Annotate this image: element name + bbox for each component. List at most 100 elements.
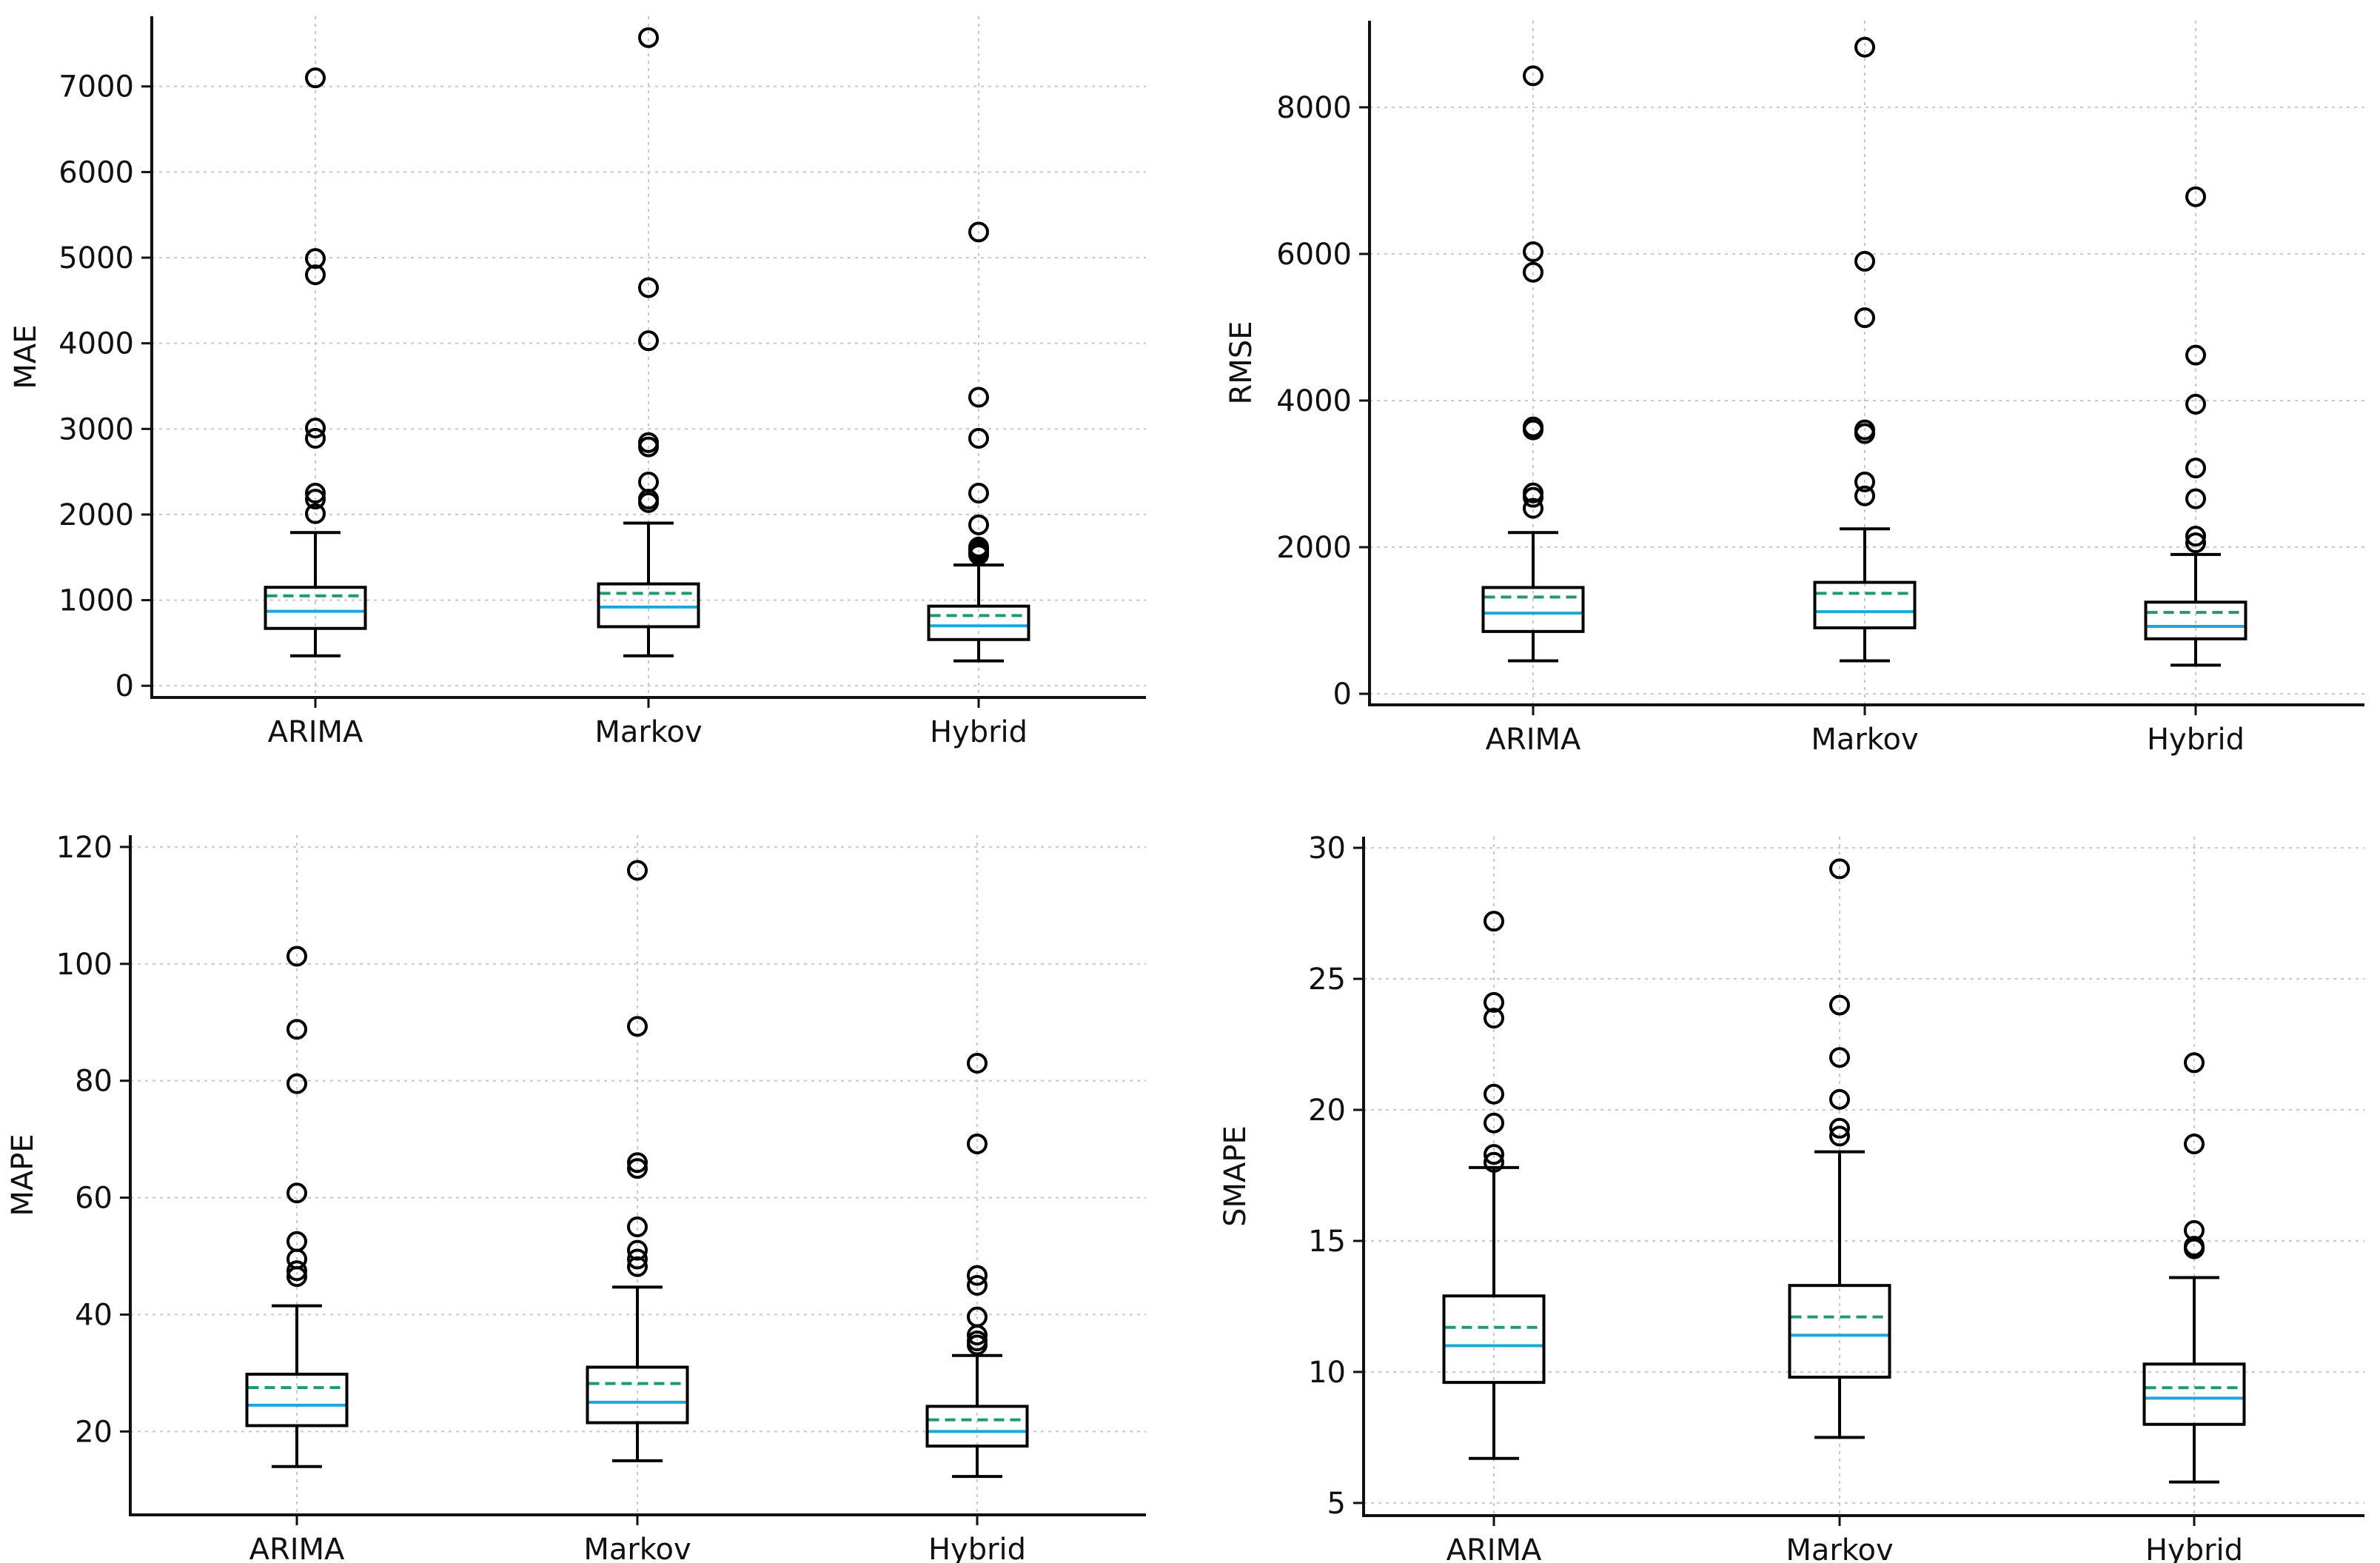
smape-arima-outlier-6: [1484, 911, 1504, 932]
rmse-markov-outlier-4: [1854, 307, 1875, 329]
smape-x-tick-label-arima: ARIMA: [1447, 1533, 1542, 1563]
mae-y-tick-label-4: 4000: [58, 327, 134, 361]
smape-markov-box: [1788, 1284, 1891, 1379]
mae-markov-outlier-7: [638, 27, 659, 48]
rmse-y-axis-label: RMSE: [1224, 321, 1258, 405]
panel-mape: 20 40 60 80 100 120 ARIMA Markov Hybrid MAPE: [6, 831, 1146, 1563]
mae-arima-outlier-0: [305, 503, 326, 524]
rmse-arima-outlier-6: [1523, 241, 1543, 262]
rmse-arima-outlier-7: [1523, 65, 1543, 87]
smape-arima-outlier-4: [1484, 1008, 1504, 1029]
rmse-hybrid-outlier-4: [2185, 393, 2206, 415]
rmse-hybrid-outlier-3: [2185, 458, 2206, 479]
mape-arima-outlier-3: [286, 1231, 307, 1252]
mape-hybrid-outlier-3: [967, 1306, 988, 1328]
mae-y-tick-label-5: 5000: [58, 241, 134, 275]
mape-markov-box: [586, 1365, 689, 1425]
mae-y-tick-label-0: 0: [115, 669, 134, 703]
mae-arima-outlier-2: [305, 483, 326, 504]
mae-markov-outlier-6: [638, 277, 659, 298]
smape-hybrid-outlier-2: [2184, 1219, 2205, 1241]
mae-arima-outlier-6: [305, 248, 326, 270]
smape-y-tick-label-1: 10: [1308, 1356, 1346, 1390]
mape-y-axis-label: MAPE: [6, 1134, 40, 1216]
mape-markov-outlier-2: [627, 1239, 648, 1261]
smape-arima-box: [1442, 1294, 1546, 1385]
mae-hybrid-outlier-7: [968, 386, 989, 408]
mae-y-tick-label-2: 2000: [58, 498, 134, 532]
rmse-y-tick-label-4: 8000: [1276, 91, 1352, 125]
smape-y-tick-label-4: 25: [1308, 963, 1346, 997]
mape-y-tick-label-4: 100: [56, 948, 113, 982]
rmse-hybrid-outlier-0: [2185, 532, 2206, 554]
mape-y-tick-label-0: 20: [75, 1415, 113, 1449]
mae-y-tick-label-7: 7000: [58, 70, 134, 104]
mae-arima-outlier-1: [305, 489, 326, 510]
smape-y-tick-label-2: 15: [1308, 1225, 1346, 1259]
panel-mae: 0 1000 2000 3000 4000 5000 6000 7000 ARIMA Markov…: [9, 16, 1146, 749]
mae-hybrid-outlier-3: [968, 536, 989, 558]
mae-arima-outlier-7: [305, 67, 326, 89]
smape-markov-outlier-5: [1829, 858, 1850, 880]
mape-hybrid-outlier-5: [967, 1265, 988, 1286]
rmse-markov-box: [1813, 580, 1917, 629]
rmse-hybrid-outlier-6: [2185, 186, 2206, 207]
mae-arima-outlier-3: [305, 428, 326, 449]
mape-y-tick-label-2: 60: [75, 1182, 113, 1216]
rmse-hybrid-outlier-5: [2185, 344, 2206, 366]
smape-markov-outlier-2: [1829, 1088, 1850, 1110]
smape-markov-outlier-4: [1829, 994, 1850, 1016]
mae-markov-outlier-2: [638, 471, 659, 492]
mape-arima-outlier-1: [286, 1260, 307, 1282]
rmse-markov-outlier-3: [1854, 419, 1875, 441]
smape-arima-outlier-0: [1484, 1151, 1504, 1173]
mae-arima-outlier-4: [305, 418, 326, 439]
mae-x-tick-label-arima: ARIMA: [268, 715, 363, 749]
mape-arima-box: [245, 1373, 349, 1428]
rmse-arima-outlier-2: [1523, 482, 1543, 503]
mae-y-tick-label-1: 1000: [58, 584, 134, 618]
smape-hybrid-outlier-3: [2184, 1134, 2205, 1155]
mae-hybrid-outlier-4: [968, 514, 989, 535]
rmse-y-tick-label-3: 6000: [1276, 238, 1352, 272]
smape-y-tick-label-5: 30: [1308, 831, 1346, 866]
mae-markov-outlier-4: [638, 432, 659, 453]
rmse-arima-outlier-4: [1523, 416, 1543, 438]
smape-y-tick-label-0: 5: [1327, 1487, 1346, 1521]
mae-hybrid-outlier-6: [968, 428, 989, 449]
smape-x-tick-label-markov: Markov: [1786, 1533, 1893, 1563]
rmse-y-tick-label-0: 0: [1333, 677, 1352, 712]
mape-markov-outlier-5: [627, 1152, 648, 1174]
mape-markov-outlier-7: [627, 860, 648, 881]
rmse-arima-box: [1481, 586, 1585, 633]
mae-y-tick-label-3: 3000: [58, 412, 134, 446]
smape-arima-outlier-1: [1484, 1144, 1504, 1165]
smape-arima-outlier-5: [1484, 991, 1504, 1013]
mape-hybrid-outlier-4: [967, 1275, 988, 1296]
smape-arima-outlier-3: [1484, 1083, 1504, 1105]
mape-x-tick-label-hybrid: Hybrid: [928, 1533, 1026, 1563]
rmse-markov-outlier-1: [1854, 471, 1875, 492]
mape-y-tick-label-1: 40: [75, 1298, 113, 1332]
mae-x-tick-label-hybrid: Hybrid: [930, 715, 1028, 749]
mae-y-axis-label: MAE: [9, 324, 43, 389]
mape-y-tick-label-5: 120: [56, 831, 113, 865]
smape-markov-outlier-1: [1829, 1117, 1850, 1139]
mape-arima-outlier-7: [286, 946, 307, 967]
mae-y-tick-label-6: 6000: [58, 155, 134, 190]
rmse-x-tick-label-hybrid: Hybrid: [2147, 723, 2245, 757]
rmse-arima-outlier-0: [1523, 498, 1543, 519]
smape-hybrid-outlier-4: [2184, 1052, 2205, 1074]
mae-arima-outlier-5: [305, 264, 326, 286]
mae-markov-box: [597, 582, 700, 629]
mape-markov-outlier-3: [627, 1216, 648, 1238]
rmse-y-tick-label-2: 4000: [1276, 384, 1352, 418]
smape-y-tick-label-3: 20: [1308, 1094, 1346, 1128]
rmse-x-tick-label-arima: ARIMA: [1486, 723, 1581, 757]
rmse-markov-outlier-0: [1854, 485, 1875, 506]
mae-hybrid-outlier-8: [968, 221, 989, 243]
mape-markov-outlier-1: [627, 1248, 648, 1270]
mape-arima-outlier-4: [286, 1182, 307, 1204]
mape-arima-outlier-6: [286, 1019, 307, 1040]
mae-hybrid-outlier-5: [968, 483, 989, 504]
